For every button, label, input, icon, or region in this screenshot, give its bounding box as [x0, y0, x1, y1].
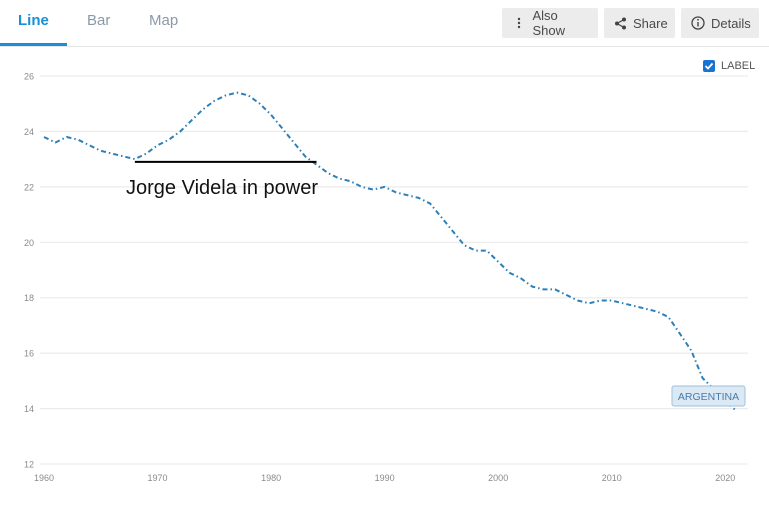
series-line-argentina [43, 91, 738, 413]
y-tick-label: 14 [24, 404, 34, 414]
share-icon [614, 15, 627, 31]
y-tick-label: 16 [24, 349, 34, 359]
label-toggle-text: LABEL [721, 60, 756, 72]
also-show-button[interactable]: Also Show [502, 8, 598, 38]
y-tick-label: 24 [24, 127, 34, 137]
x-tick-label: 1960 [34, 473, 54, 483]
share-label: Share [633, 15, 668, 31]
series-end-label: ARGENTINA [671, 385, 746, 407]
also-show-label: Also Show [532, 8, 565, 38]
x-tick-label: 1980 [261, 473, 281, 483]
checkmark-icon [704, 62, 714, 70]
x-tick-label: 2020 [715, 473, 735, 483]
y-tick-label: 12 [24, 460, 34, 470]
details-button[interactable]: Details [681, 8, 759, 38]
y-tick-label: 26 [24, 72, 34, 82]
chart-annotations: Jorge Videla in power [126, 160, 318, 199]
series-end-label-box [671, 385, 746, 407]
y-tick-label: 20 [24, 238, 34, 248]
share-button[interactable]: Share [604, 8, 675, 38]
y-tick-label: 22 [24, 182, 34, 192]
x-tick-label: 2010 [602, 473, 622, 483]
y-axis-ticks: 12 14 16 18 20 22 24 26 [24, 72, 34, 470]
tab-map[interactable]: Map [149, 12, 179, 29]
label-checkbox[interactable] [703, 60, 715, 72]
line-chart: 12 14 16 18 20 22 24 26 1960 1970 1980 1990 2000 201… [24, 72, 748, 483]
x-tick-label: 1970 [148, 473, 168, 483]
x-tick-label: 1990 [375, 473, 395, 483]
tab-line[interactable]: Line [18, 12, 49, 29]
details-label: Details [711, 15, 751, 31]
active-tab-indicator [0, 43, 67, 46]
more-vertical-icon [512, 15, 526, 31]
tab-bar: Line Bar Map Also Show Share Details [0, 0, 769, 47]
label-toggle[interactable]: LABEL [703, 60, 755, 72]
chart-gridlines [40, 75, 748, 465]
chart-series: ARGENTINA [43, 91, 746, 413]
annotation-text: Jorge Videla in power [126, 177, 318, 199]
x-tick-label: 2000 [488, 473, 508, 483]
tab-bar-chart[interactable]: Bar [87, 12, 111, 29]
x-axis-ticks: 1960 1970 1980 1990 2000 2010 2020 [34, 473, 735, 483]
info-icon [691, 15, 705, 31]
series-end-label-text: ARGENTINA [678, 391, 739, 403]
y-tick-label: 18 [24, 293, 34, 303]
